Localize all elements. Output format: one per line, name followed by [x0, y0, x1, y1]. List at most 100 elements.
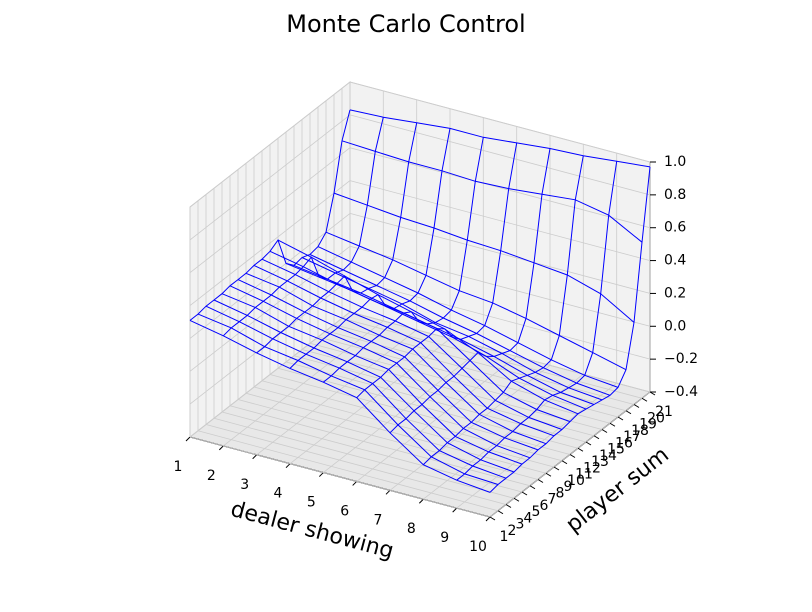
- wire-line: [213, 299, 515, 473]
- grid-line: [221, 411, 523, 493]
- x-tick-label: 3: [240, 477, 249, 493]
- grid-line: [189, 213, 351, 339]
- y-tick-label: 8: [556, 485, 565, 501]
- wire-line: [245, 272, 547, 445]
- y-tick-label: 19: [639, 417, 657, 433]
- wire-line: [301, 257, 603, 401]
- grid-line: [349, 114, 651, 196]
- x-tick-label: 9: [440, 530, 449, 546]
- y-tick-label: 11: [575, 467, 593, 483]
- x-tick-label: 4: [274, 486, 283, 502]
- wire-line: [261, 258, 563, 430]
- y-tick-label: 4: [524, 510, 533, 526]
- wire-line: [229, 285, 531, 459]
- wire-line: [349, 109, 651, 168]
- grid-line: [253, 386, 555, 468]
- wire-line: [317, 246, 619, 388]
- grid-line: [301, 349, 603, 430]
- y-tick: [505, 504, 512, 508]
- z-tick-label: 0.8: [664, 187, 686, 203]
- y-tick: [577, 447, 584, 452]
- y-tick: [601, 429, 608, 433]
- z-tick-label: 0.2: [664, 285, 686, 301]
- y-tick-label: 14: [599, 448, 617, 464]
- grid-line: [189, 81, 351, 208]
- grid-line: [349, 147, 651, 229]
- wire-line: [277, 239, 579, 415]
- grid-line: [261, 380, 563, 462]
- z-tick-label: −0.4: [664, 384, 698, 400]
- wire-line: [356, 142, 518, 399]
- x-tick-label: 8: [407, 521, 416, 537]
- y-tick-label: 20: [647, 410, 665, 426]
- y-tick: [585, 441, 592, 446]
- y-tick: [569, 454, 576, 458]
- x-tick: [485, 516, 491, 522]
- wire-line: [189, 109, 351, 321]
- x-tick: [285, 463, 291, 469]
- x-tick: [218, 445, 224, 451]
- y-tick: [561, 460, 568, 465]
- x-tick: [318, 472, 324, 477]
- grid-line: [349, 245, 651, 327]
- grid-line: [189, 180, 351, 306]
- y-tick: [625, 410, 632, 415]
- grid-line: [229, 405, 531, 487]
- y-tick-label: 15: [607, 442, 625, 458]
- y-tick: [513, 497, 520, 502]
- grid-line: [333, 324, 635, 405]
- wire-line: [333, 192, 635, 323]
- chart-title: Monte Carlo Control: [286, 10, 525, 38]
- y-tick: [545, 472, 552, 477]
- grid-line: [189, 436, 491, 518]
- y-tick: [521, 491, 528, 496]
- y-tick-label: 13: [591, 454, 609, 470]
- wire-line: [222, 117, 384, 337]
- z-tick-label: 0.6: [664, 220, 686, 236]
- grid-line: [349, 81, 651, 163]
- y-tick: [529, 485, 536, 490]
- y-tick: [489, 516, 496, 521]
- y-tick: [641, 397, 648, 402]
- y-tick-label: 6: [540, 498, 549, 514]
- x-tick-label: 6: [340, 503, 349, 519]
- x-tick-label: 2: [207, 468, 216, 484]
- x-tick: [452, 507, 458, 513]
- grid-line: [197, 430, 499, 512]
- y-tick: [497, 510, 504, 515]
- grid-line: [189, 147, 351, 274]
- grid-line: [237, 399, 539, 480]
- y-tick-label: 16: [615, 435, 633, 451]
- y-tick: [617, 416, 624, 421]
- wire-line: [422, 155, 584, 466]
- wire-line: [389, 148, 551, 434]
- wire-line: [289, 128, 451, 369]
- y-tick: [553, 466, 560, 471]
- wire-line: [197, 313, 499, 485]
- y-tick: [609, 422, 616, 427]
- z-tick-label: 0.0: [664, 318, 686, 334]
- z-tick-label: 0.4: [664, 253, 686, 269]
- grid-line: [189, 114, 351, 241]
- grid-line: [269, 374, 571, 455]
- y-tick-label: 5: [532, 504, 541, 520]
- wire-line: [253, 264, 555, 437]
- y-tick-label: 2: [508, 523, 517, 539]
- z-tick-label: 1.0: [664, 154, 686, 170]
- y-tick: [633, 404, 640, 408]
- wire-line: [237, 279, 539, 451]
- x-tick: [352, 481, 358, 486]
- wire-line: [293, 264, 595, 405]
- z-tick-label: −0.2: [664, 351, 698, 367]
- grid-line: [309, 342, 611, 424]
- wire-line: [489, 166, 651, 493]
- x-tick-label: 7: [374, 512, 383, 528]
- x-tick-label: 10: [469, 539, 487, 555]
- y-tick-label: 3: [516, 517, 525, 533]
- y-tick: [593, 435, 600, 440]
- grid-line: [189, 311, 351, 438]
- wire-line: [189, 319, 491, 493]
- grid-line: [277, 367, 579, 449]
